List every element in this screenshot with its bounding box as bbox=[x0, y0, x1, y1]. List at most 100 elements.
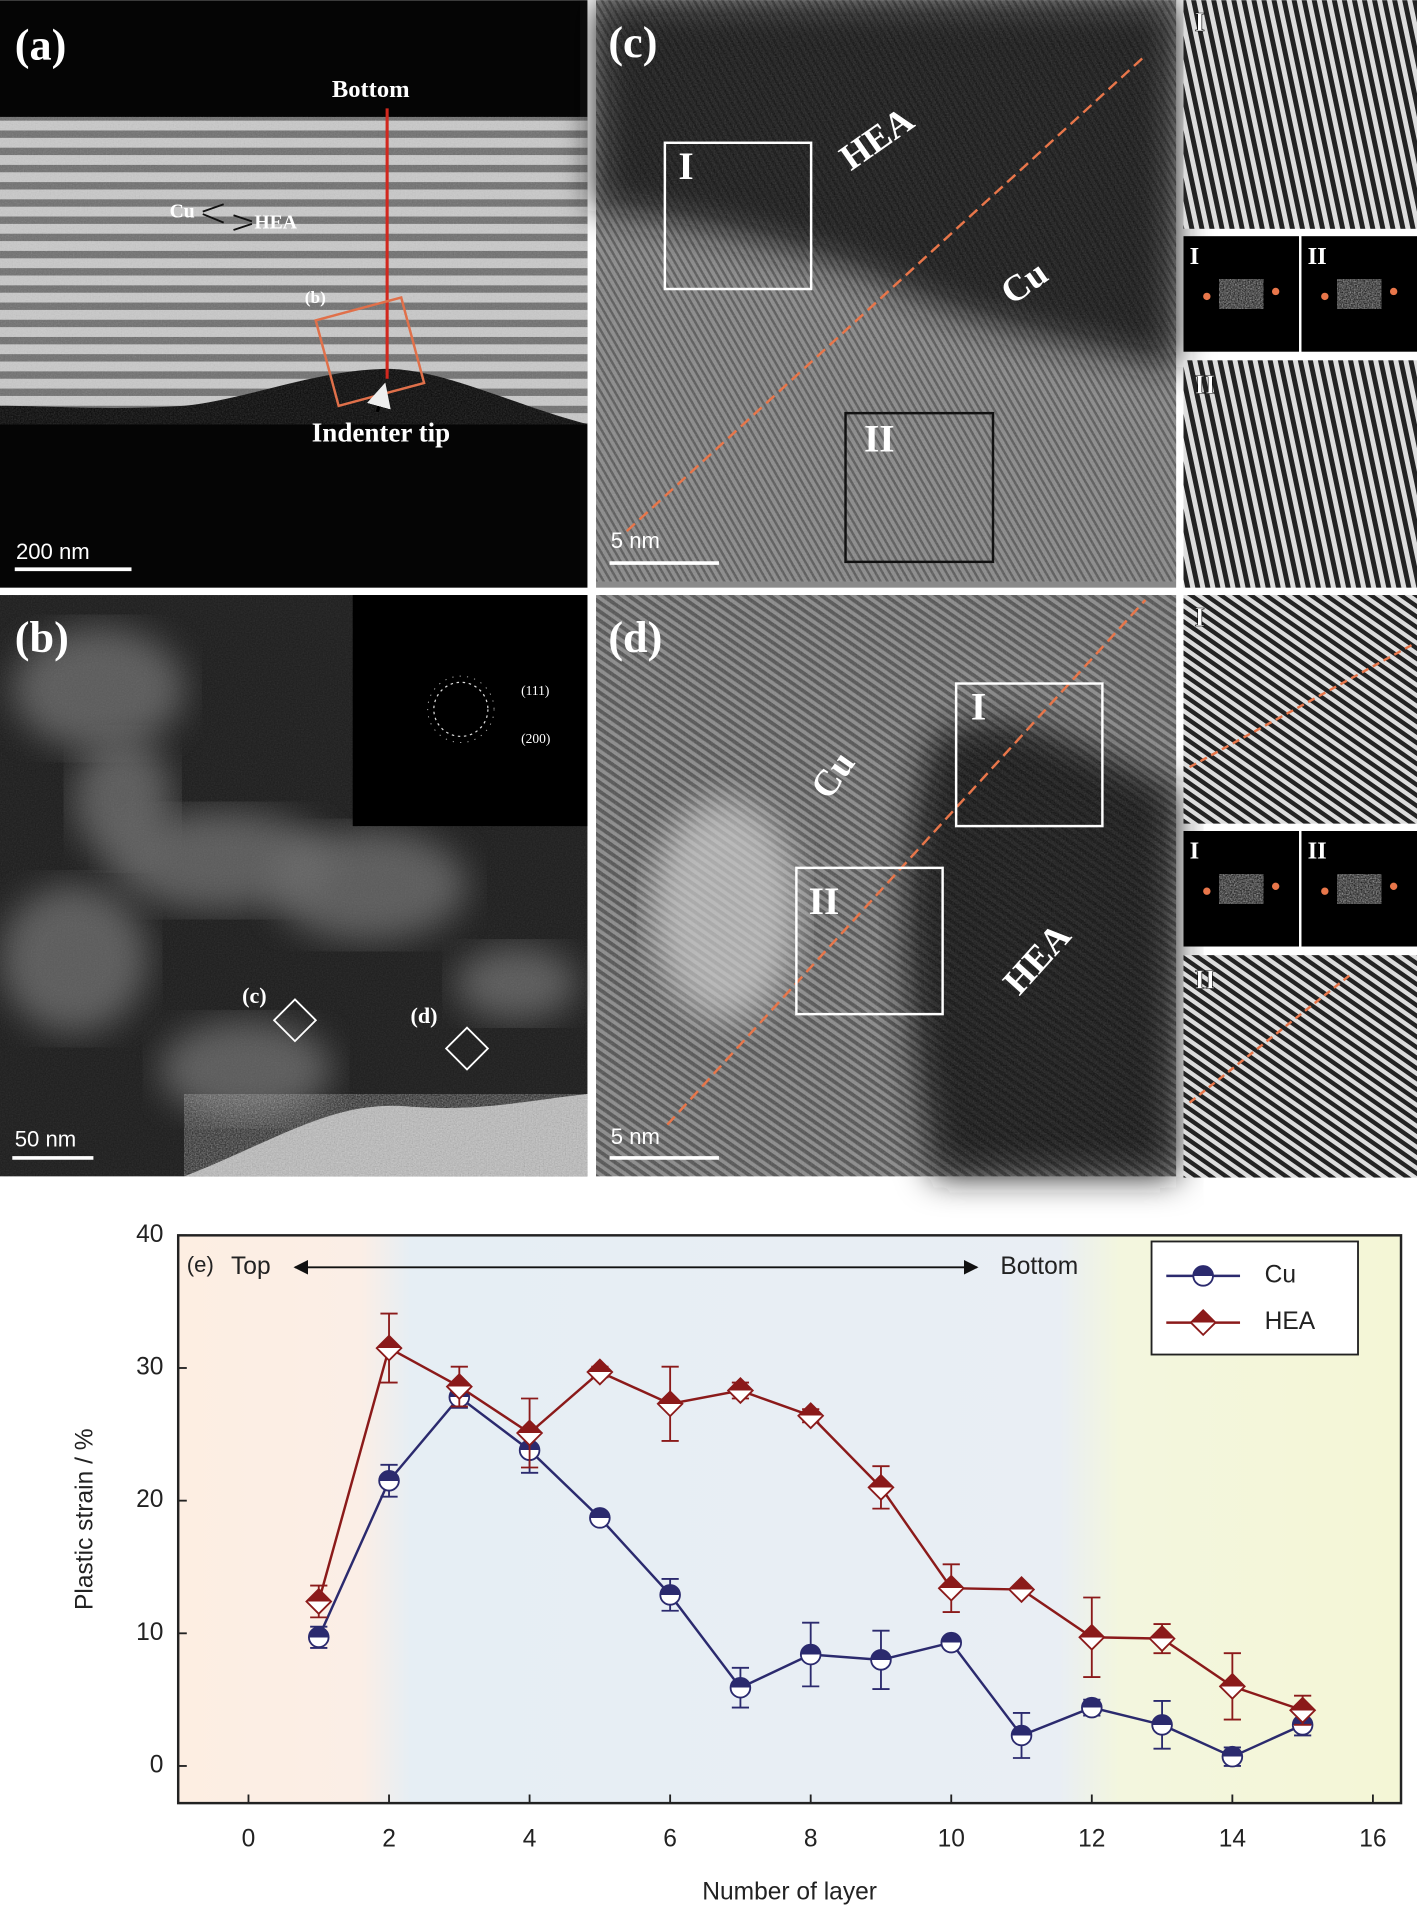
marker bbox=[797, 1402, 825, 1430]
marker bbox=[515, 1419, 544, 1447]
region-box bbox=[272, 998, 318, 1043]
panel-label: (c) bbox=[608, 18, 657, 67]
annotation: Top bbox=[231, 1253, 271, 1280]
marker bbox=[378, 1469, 400, 1492]
x-tick-label: 10 bbox=[938, 1825, 965, 1852]
annotation: (200) bbox=[521, 731, 550, 746]
panel-label: (d) bbox=[608, 613, 662, 662]
marker bbox=[870, 1649, 892, 1671]
scale-label: 200 nm bbox=[16, 539, 90, 564]
legend-box bbox=[1150, 1240, 1359, 1356]
marker bbox=[729, 1676, 752, 1699]
marker bbox=[937, 1574, 965, 1602]
legend-label: Cu bbox=[1265, 1261, 1296, 1288]
y-tick-label: 10 bbox=[136, 1619, 163, 1646]
annotation: Cu bbox=[170, 200, 195, 222]
annotation: Indenter tip bbox=[312, 417, 450, 447]
x-tick-label: 6 bbox=[663, 1825, 677, 1852]
annotation: I bbox=[678, 144, 693, 188]
marker bbox=[1289, 1696, 1317, 1724]
fringe-image bbox=[1183, 595, 1417, 824]
marker bbox=[799, 1643, 822, 1666]
fringe-image bbox=[1183, 955, 1417, 1178]
x-tick-label: 12 bbox=[1078, 1825, 1105, 1852]
y-tick-label: 20 bbox=[136, 1486, 163, 1513]
panel-label: (b) bbox=[15, 613, 69, 662]
annotation: II bbox=[809, 879, 840, 923]
annotation: I bbox=[1190, 838, 1200, 865]
diffraction-ring bbox=[427, 675, 495, 744]
marker bbox=[1007, 1575, 1036, 1604]
marker bbox=[940, 1631, 963, 1654]
fft-spot bbox=[1321, 292, 1329, 301]
region-box bbox=[844, 411, 995, 564]
fringe-image bbox=[1183, 0, 1417, 229]
interface-line bbox=[1188, 972, 1353, 1104]
x-tick-label: 8 bbox=[804, 1825, 818, 1852]
x-tick-label: 16 bbox=[1359, 1825, 1386, 1852]
film-noise bbox=[0, 116, 588, 425]
fft-spot bbox=[1389, 882, 1398, 890]
region-box bbox=[444, 1026, 490, 1071]
marker bbox=[308, 1626, 330, 1649]
annotation: (c) bbox=[242, 983, 267, 1008]
panel-label: (e) bbox=[187, 1252, 214, 1277]
annotation: (111) bbox=[521, 683, 549, 698]
annotation: II bbox=[1308, 838, 1327, 865]
marker bbox=[656, 1390, 684, 1418]
fft-spots bbox=[1219, 279, 1264, 309]
marker bbox=[375, 1334, 403, 1362]
diffraction-ring bbox=[433, 681, 489, 737]
y-axis-label: Plastic strain / % bbox=[72, 1428, 99, 1610]
annotation: I bbox=[1190, 243, 1200, 270]
fringe-image bbox=[1183, 360, 1417, 588]
annotation: II bbox=[864, 417, 895, 461]
fft-spots bbox=[1337, 874, 1382, 904]
annotation: I bbox=[1195, 7, 1206, 37]
x-tick-label: 0 bbox=[242, 1825, 256, 1852]
fft-spots bbox=[1219, 874, 1264, 904]
legend-label: HEA bbox=[1265, 1308, 1316, 1335]
y-tick-label: 0 bbox=[150, 1751, 164, 1778]
micrograph-noise bbox=[596, 0, 1177, 582]
region-box bbox=[663, 141, 813, 291]
x-axis-label: Number of layer bbox=[702, 1878, 877, 1905]
marker bbox=[1078, 1623, 1106, 1651]
fft-spot bbox=[1203, 887, 1211, 895]
marker bbox=[1189, 1308, 1217, 1337]
marker bbox=[1218, 1672, 1246, 1700]
scale-label: 50 nm bbox=[15, 1127, 76, 1152]
annotation: Bottom bbox=[1000, 1253, 1078, 1280]
x-tick-label: 2 bbox=[382, 1825, 396, 1852]
annotation: I bbox=[1195, 602, 1206, 632]
interface-line bbox=[1189, 643, 1414, 769]
marker bbox=[1151, 1714, 1173, 1736]
annotation: II bbox=[1308, 243, 1327, 270]
plot-frame bbox=[176, 1234, 1403, 1805]
marker bbox=[305, 1587, 333, 1616]
x-tick-label: 14 bbox=[1219, 1825, 1246, 1852]
panel-label: (a) bbox=[15, 21, 67, 70]
annotation: II bbox=[1195, 370, 1216, 400]
marker bbox=[586, 1358, 614, 1386]
fft-spot bbox=[1321, 887, 1329, 895]
annotation: (d) bbox=[410, 1003, 437, 1028]
y-tick-label: 40 bbox=[136, 1221, 163, 1248]
annotation: Bottom bbox=[332, 76, 410, 103]
marker bbox=[1010, 1724, 1033, 1747]
marker bbox=[726, 1376, 755, 1405]
scale-label: 5 nm bbox=[611, 1124, 660, 1149]
fft-spots bbox=[1337, 279, 1382, 309]
fft-spot bbox=[1203, 292, 1211, 301]
region-box bbox=[954, 682, 1104, 828]
pointer-arrows bbox=[202, 203, 253, 231]
bright-region bbox=[651, 799, 799, 1021]
annotation: II bbox=[1195, 964, 1216, 994]
fft-spot bbox=[1389, 287, 1398, 296]
marker bbox=[659, 1584, 681, 1606]
scale-label: 5 nm bbox=[611, 528, 660, 553]
annotation: I bbox=[971, 685, 986, 729]
interface-line bbox=[666, 599, 1147, 1126]
region-box bbox=[795, 866, 944, 1016]
